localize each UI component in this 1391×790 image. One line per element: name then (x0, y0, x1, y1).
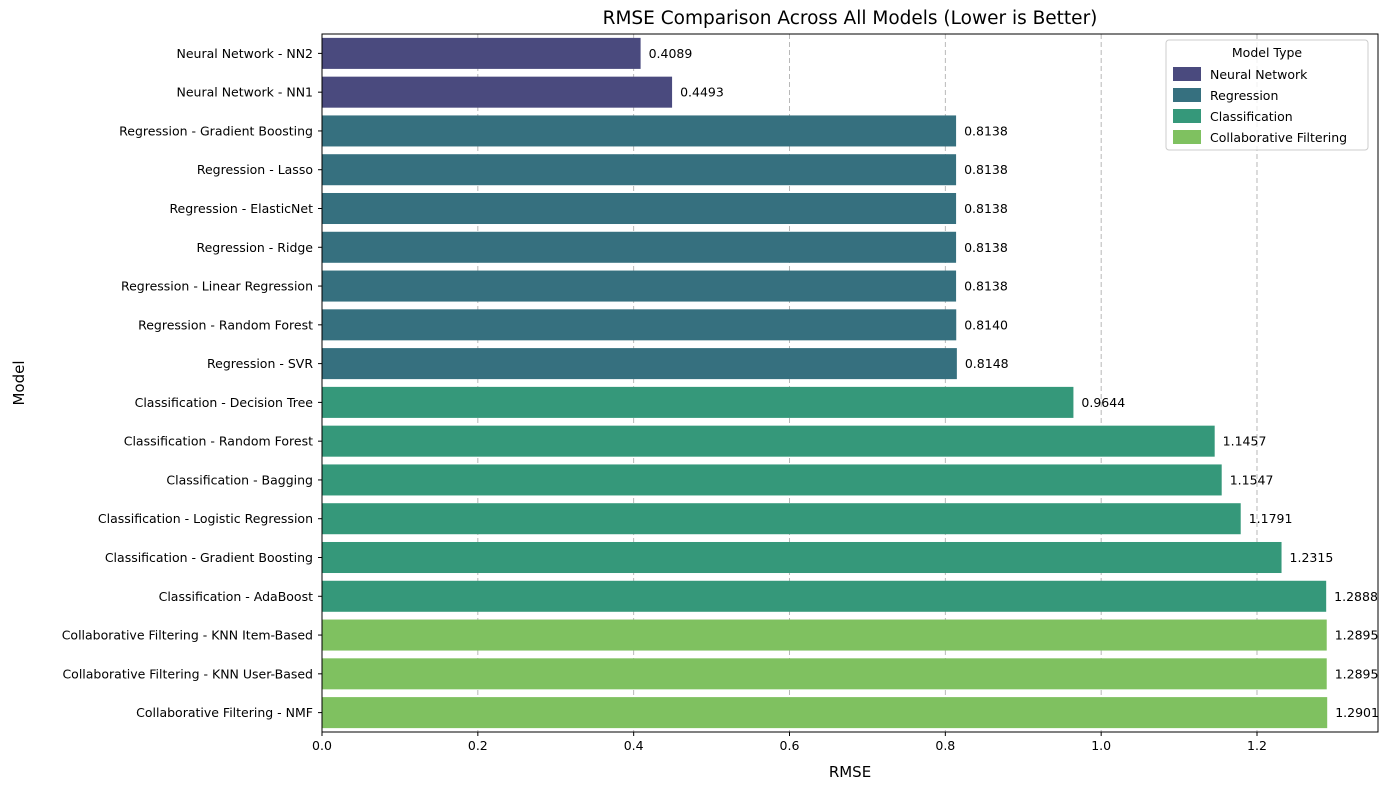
y-tick-label: Regression - ElasticNet (169, 201, 313, 216)
y-tick-label: Collaborative Filtering - KNN User-Based (62, 666, 313, 681)
x-tick-label: 1.0 (1091, 738, 1111, 753)
y-tick-label: Regression - SVR (207, 356, 313, 371)
legend-swatch (1173, 109, 1201, 123)
bar (322, 464, 1222, 496)
bar-value-label: 0.8138 (964, 162, 1008, 177)
bar (322, 154, 957, 186)
y-tick-label: Regression - Linear Regression (121, 279, 313, 294)
x-tick-label: 0.4 (624, 738, 644, 753)
legend-entries: Neural Network Regression Classification Co… (1173, 67, 1347, 145)
bar-value-label: 1.2895 (1335, 666, 1379, 681)
legend-swatch (1173, 130, 1201, 144)
bar-value-label: 0.4089 (649, 46, 693, 61)
bar (322, 541, 1282, 574)
plot-frame (321, 33, 1379, 733)
legend-swatch (1173, 88, 1201, 102)
y-tick-layer: Neural Network - NN2 Neural Network - NN1… (62, 46, 322, 720)
bar (322, 76, 673, 108)
y-axis-label: Model (10, 360, 28, 405)
x-tick-label: 0.6 (780, 738, 800, 753)
x-axis-label: RMSE (829, 763, 871, 781)
bar-value-label: 0.8140 (964, 317, 1008, 332)
legend-entry-label: Collaborative Filtering (1210, 130, 1347, 145)
legend-entry-label: Classification (1210, 109, 1293, 124)
bar-value-label: 1.2315 (1290, 550, 1334, 565)
legend-swatch (1173, 67, 1201, 81)
bar (322, 658, 1327, 690)
bar (322, 697, 1328, 729)
y-tick-label: Regression - Lasso (197, 162, 313, 177)
bar (322, 619, 1327, 651)
bar (322, 270, 957, 302)
x-tick-label: 0.2 (468, 738, 488, 753)
legend-entry-label: Regression (1210, 88, 1278, 103)
x-tick-label: 1.2 (1247, 738, 1267, 753)
bar-value-label: 1.2888 (1334, 589, 1378, 604)
bar (322, 348, 957, 380)
y-tick-label: Collaborative Filtering - KNN Item-Based (62, 628, 313, 643)
x-tick-label: 0.0 (312, 738, 332, 753)
bar-value-label: 1.1547 (1230, 472, 1274, 487)
legend-entry-label: Neural Network (1210, 67, 1308, 82)
y-tick-label: Classification - Random Forest (124, 434, 313, 449)
y-tick-label: Regression - Random Forest (138, 317, 313, 332)
bar (322, 503, 1241, 535)
bar (322, 425, 1215, 457)
bar (322, 115, 957, 147)
bar-value-label: 1.1791 (1249, 511, 1293, 526)
y-tick-label: Classification - AdaBoost (159, 589, 313, 604)
y-tick-label: Collaborative Filtering - NMF (136, 705, 313, 720)
x-tick-layer: 0.0 0.2 0.4 0.6 0.8 1.0 1.2 (312, 732, 1267, 753)
bar-layer (322, 37, 1328, 729)
y-tick-label: Classification - Gradient Boosting (105, 550, 313, 565)
bar (322, 386, 1074, 418)
bar-value-label: 0.8148 (965, 356, 1009, 371)
y-tick-label: Classification - Logistic Regression (98, 511, 313, 526)
bar-value-label: 0.8138 (964, 240, 1008, 255)
bar (322, 231, 957, 263)
bar-value-label: 1.1457 (1223, 434, 1267, 449)
legend-box (1165, 39, 1369, 151)
chart-title: RMSE Comparison Across All Models (Lower… (603, 8, 1098, 29)
bar-value-label: 1.2901 (1335, 705, 1379, 720)
bar-value-label: 1.2895 (1335, 628, 1379, 643)
bar-value-label: 0.8138 (964, 123, 1008, 138)
bar-value-label: 0.4493 (680, 85, 724, 100)
bar (322, 580, 1327, 612)
bar (322, 192, 957, 225)
y-tick-label: Classification - Bagging (166, 472, 313, 487)
y-tick-label: Regression - Gradient Boosting (119, 123, 313, 138)
bar-value-label: 0.9644 (1081, 395, 1125, 410)
y-tick-label: Classification - Decision Tree (135, 395, 314, 410)
y-tick-label: Neural Network - NN1 (176, 85, 313, 100)
bar-value-label: 0.8138 (964, 201, 1008, 216)
bar (322, 309, 957, 341)
value-label-layer: 0.4089 0.4493 0.8138 0.8138 0.8138 0.8138 0.81… (649, 46, 1379, 720)
legend: Model Type Neural Network Regression Class… (1165, 39, 1369, 151)
y-tick-label: Regression - Ridge (196, 240, 313, 255)
bar (322, 37, 641, 69)
y-tick-label: Neural Network - NN2 (176, 46, 313, 61)
x-tick-label: 0.8 (935, 738, 955, 753)
legend-title: Model Type (1232, 45, 1303, 60)
bar-value-label: 0.8138 (964, 279, 1008, 294)
